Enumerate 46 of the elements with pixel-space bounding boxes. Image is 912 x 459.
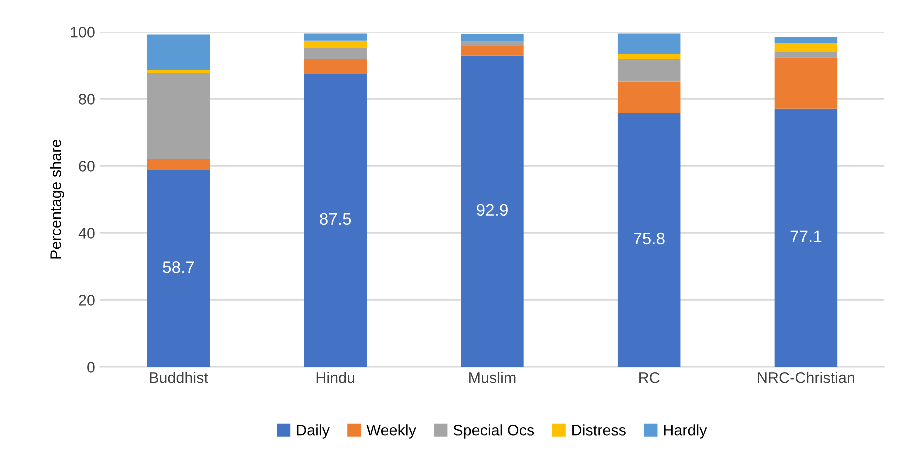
bar <box>461 41 524 47</box>
legend-label: Special Ocs <box>454 424 534 439</box>
bar <box>304 59 367 74</box>
bar <box>774 108 838 368</box>
y-axis-title: Percentage share <box>50 140 64 259</box>
bar <box>147 34 210 70</box>
bar <box>618 82 681 114</box>
data-label: 77.1 <box>790 230 822 242</box>
legend-label: Daily <box>297 424 330 439</box>
bar <box>304 34 367 41</box>
bar <box>618 113 681 368</box>
data-label: 87.5 <box>320 213 352 226</box>
x-tick-label: Muslim <box>470 372 516 384</box>
bar <box>461 46 524 56</box>
data-label: 58.7 <box>163 262 194 274</box>
data-label: 75.8 <box>634 232 665 245</box>
legend-label: Distress <box>572 424 626 436</box>
legend-label: Hardly <box>664 424 708 439</box>
bar <box>304 48 367 60</box>
bar <box>774 37 838 44</box>
bar <box>304 74 367 368</box>
bar <box>774 52 838 58</box>
bar <box>618 34 681 54</box>
legend-label: Weekly <box>366 424 416 439</box>
bar <box>147 170 210 368</box>
y-tick-label: 100 <box>71 27 95 38</box>
bar <box>618 54 681 60</box>
bar <box>147 73 210 160</box>
x-tick-label: Buddhist <box>150 372 208 384</box>
bar <box>304 40 367 48</box>
y-tick-label: 20 <box>79 295 95 306</box>
bar <box>461 56 524 368</box>
bar <box>618 59 681 82</box>
y-tick-label: 40 <box>78 228 95 239</box>
x-tick-label: Hindu <box>316 372 355 384</box>
bar <box>147 159 210 171</box>
data-label: 92.9 <box>477 204 508 216</box>
y-tick-label: 0 <box>88 362 95 373</box>
y-tick-label: 60 <box>79 161 95 172</box>
x-tick-label: NRC-Christian <box>758 372 854 384</box>
bar <box>147 70 210 74</box>
y-tick-label: 80 <box>79 94 95 105</box>
bar <box>774 58 838 109</box>
bar <box>461 34 524 42</box>
bar <box>774 43 838 52</box>
x-tick-label: RC <box>640 372 660 384</box>
